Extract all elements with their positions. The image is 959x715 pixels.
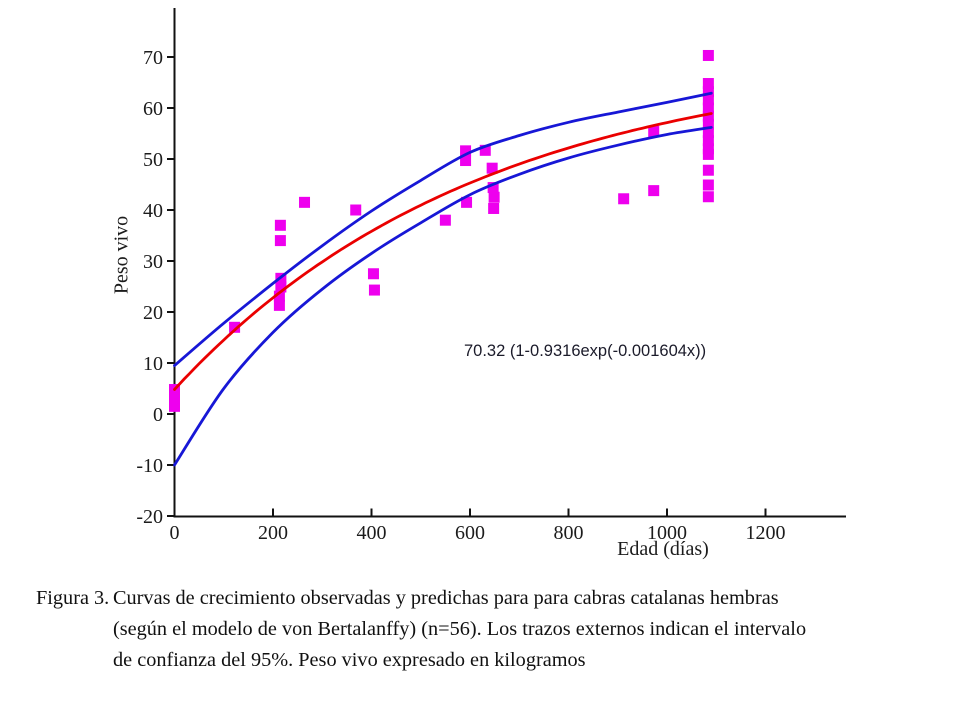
data-point xyxy=(229,321,241,333)
x-tick-label: 0 xyxy=(170,522,180,544)
x-tick-label: 200 xyxy=(258,522,288,544)
x-tick-label: 600 xyxy=(455,522,485,544)
figure-caption-text: Curvas de crecimiento observadas y predi… xyxy=(113,583,916,676)
y-tick-label: 30 xyxy=(143,251,163,273)
model-equation-annotation: 70.32 (1-0.9316exp(-0.001604x)) xyxy=(464,342,707,360)
data-point xyxy=(702,102,714,114)
data-point xyxy=(460,155,472,167)
data-point xyxy=(702,143,714,155)
data-point xyxy=(274,219,286,231)
x-tick-label: 1000 xyxy=(647,522,687,544)
x-tick-label: 1200 xyxy=(746,522,786,544)
y-axis-title: Peso vivo xyxy=(110,215,133,295)
data-point xyxy=(702,164,714,176)
data-point xyxy=(702,49,714,61)
data-point xyxy=(169,392,180,404)
fitted-curve xyxy=(173,112,713,391)
data-point xyxy=(487,182,499,194)
y-tick-label: -20 xyxy=(136,506,163,528)
data-point xyxy=(275,281,287,293)
data-point xyxy=(702,148,714,160)
data-point xyxy=(702,86,714,98)
data-point xyxy=(488,202,500,214)
y-tick-label: 10 xyxy=(143,353,163,375)
y-tick-label: 70 xyxy=(143,47,163,69)
ci-lower-curve xyxy=(173,126,713,467)
data-point xyxy=(274,235,286,247)
data-point xyxy=(648,185,660,197)
data-point xyxy=(273,299,285,311)
caption-line-1: Curvas de crecimiento observadas y predi… xyxy=(113,587,779,609)
chart-svg: 0 200 400 600 800 1000 1200 -20 -10 0 10 20 30 40 50 60… xyxy=(136,8,846,544)
data-point xyxy=(702,126,714,138)
data-point xyxy=(702,78,714,90)
growth-chart: 0 200 400 600 800 1000 1200 -20 -10 0 10 20 30 40 50 60… xyxy=(110,8,846,560)
data-point xyxy=(479,144,491,156)
figure-number: Figura 3. xyxy=(36,587,110,609)
x-tick-label: 800 xyxy=(554,522,584,544)
data-point xyxy=(169,400,180,412)
data-point xyxy=(702,94,714,106)
data-point xyxy=(702,179,714,191)
data-point xyxy=(702,135,714,147)
data-point xyxy=(299,196,311,208)
data-point xyxy=(702,191,714,203)
data-point xyxy=(486,162,498,174)
x-tick-label: 400 xyxy=(357,522,387,544)
data-point xyxy=(439,214,451,226)
y-tick-label: -10 xyxy=(136,455,163,477)
caption-line-2: (según el modelo de von Bertalanffy) (n=… xyxy=(113,618,807,640)
data-point xyxy=(460,145,472,157)
x-axis-title: Edad (días) xyxy=(617,538,709,560)
data-point xyxy=(273,290,285,302)
figure-caption: Figura 3. Curvas de crecimiento observad… xyxy=(36,583,916,676)
data-point xyxy=(702,118,714,130)
y-tick-label: 60 xyxy=(143,98,163,120)
caption-line-3: de confianza del 95%. Peso vivo expresad… xyxy=(113,649,586,671)
axes xyxy=(173,8,846,518)
data-point xyxy=(350,204,362,216)
y-tick-label: 20 xyxy=(143,302,163,324)
data-point xyxy=(618,193,630,205)
data-point xyxy=(461,196,473,208)
data-point xyxy=(367,268,379,280)
ci-upper-curve xyxy=(173,91,713,367)
y-tick-label: 0 xyxy=(153,404,163,426)
data-point xyxy=(368,284,380,296)
y-tick-label: 50 xyxy=(143,149,163,171)
data-point xyxy=(648,125,660,137)
y-tick-label: 40 xyxy=(143,200,163,222)
data-point xyxy=(488,191,500,203)
data-point xyxy=(702,110,714,122)
